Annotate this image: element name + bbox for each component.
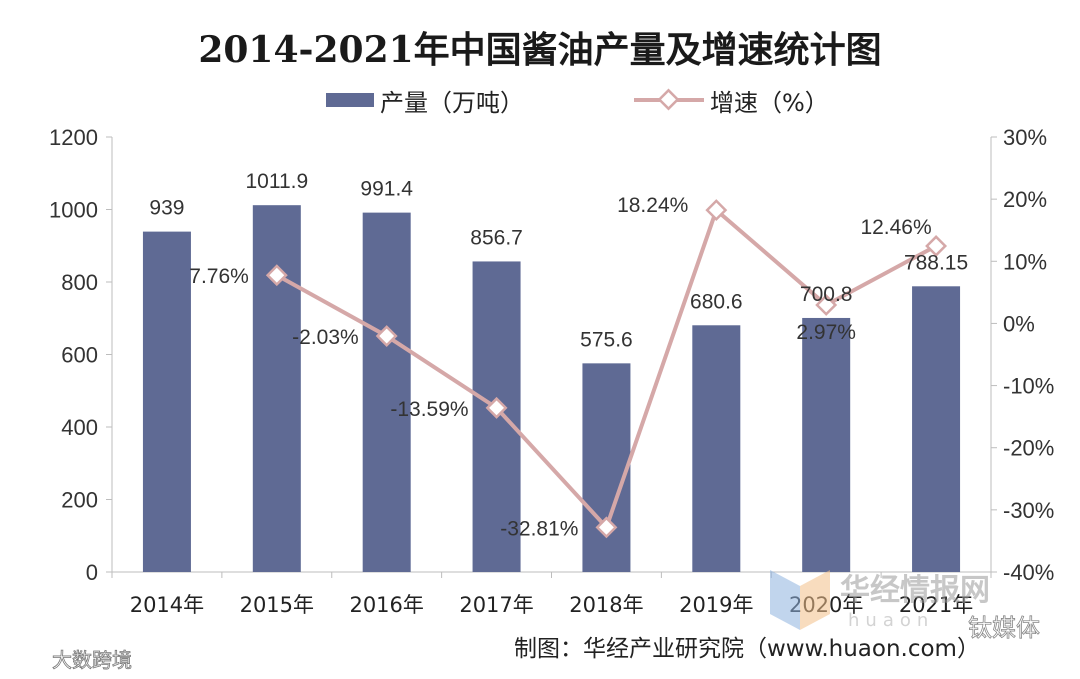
right-tick-label: -40% <box>1003 560 1054 585</box>
growth-marker <box>705 199 728 222</box>
right-tick-label: 0% <box>1003 311 1035 336</box>
x-tick-label: 2014年 <box>130 593 204 617</box>
huaon-watermark: 华经情报网 huaon <box>770 570 990 631</box>
bar <box>912 286 961 572</box>
growth-data-label: 12.46% <box>860 216 931 239</box>
right-tick-label: 30% <box>1003 125 1047 150</box>
bar <box>582 363 631 572</box>
media-logo-icon <box>937 613 963 639</box>
legend-label-production: 产量（万吨） <box>380 89 524 117</box>
bar <box>142 231 191 573</box>
growth-marker <box>485 396 508 419</box>
right-tick-label: -30% <box>1003 498 1054 523</box>
left-tick-label: 1000 <box>49 198 98 223</box>
axes <box>111 137 992 573</box>
right-tick-label: 10% <box>1003 249 1047 274</box>
legend-marker-swatch <box>657 88 680 111</box>
right-axis-ticks: -40% -30% -20% -10% 0% 10% 20% 30% <box>991 125 1054 585</box>
left-tick-label: 1200 <box>49 125 98 150</box>
growth-data-label: 7.76% <box>189 265 249 288</box>
huaon-watermark-url: huaon <box>848 610 934 631</box>
growth-data-label: 2.97% <box>796 321 856 344</box>
huaon-watermark-brand: 华经情报网 <box>840 573 990 608</box>
growth-marker <box>265 264 288 287</box>
bar <box>802 317 851 572</box>
x-tick-label: 2015年 <box>240 593 314 617</box>
legend: 产量（万吨） 增速（%） <box>326 88 829 117</box>
bar-data-label: 991.4 <box>360 178 413 201</box>
growth-marker <box>595 516 618 539</box>
source-note: 制图：华经产业研究院（www.huaon.com） <box>514 636 980 662</box>
x-tick-label: 2017年 <box>459 593 533 617</box>
bar-data-label: 856.7 <box>470 226 523 249</box>
x-tick-label: 2016年 <box>349 593 423 617</box>
bar-data-label: 939 <box>149 197 184 220</box>
bar-data-label: 1011.9 <box>245 170 308 193</box>
growth-data-label: -2.03% <box>292 326 359 349</box>
growth-marker <box>925 235 948 257</box>
left-tick-label: 0 <box>86 560 98 585</box>
x-tick-label: 2021年 <box>899 593 973 617</box>
legend-bar-swatch <box>326 93 374 107</box>
huaon-logo-icon <box>770 570 800 630</box>
growth-data-label: -13.59% <box>390 398 468 421</box>
left-tick-label: 800 <box>61 270 98 295</box>
growth-marker <box>375 325 398 348</box>
growth-data-label: 18.24% <box>617 194 688 217</box>
legend-label-growth: 增速（%） <box>710 89 829 117</box>
right-tick-label: -10% <box>1003 374 1054 399</box>
media-logo-icon-dot <box>946 622 954 630</box>
right-tick-label: 20% <box>1003 187 1047 212</box>
chart-title: 2014-2021年中国酱油产量及增速统计图 <box>198 29 881 71</box>
bar-data-label: 680.6 <box>690 290 743 313</box>
media-watermark: 钛媒体 <box>937 613 1040 642</box>
growth-data-labels: 7.76% -2.03% -13.59% -32.81% 18.24% 2.97% 12.4… <box>189 194 931 540</box>
x-tick-label: 2019年 <box>679 593 753 617</box>
left-axis-ticks: 0 200 400 600 800 1000 1200 <box>49 125 112 585</box>
left-tick-label: 200 <box>61 488 98 513</box>
bar-data-label: 700.8 <box>800 283 853 306</box>
corner-watermark: 大数跨境 <box>9 646 132 672</box>
growth-data-label: -32.81% <box>500 517 578 540</box>
bar <box>362 212 411 572</box>
left-tick-label: 600 <box>61 343 98 368</box>
left-tick-label: 400 <box>61 415 98 440</box>
media-watermark-text: 钛媒体 <box>968 614 1040 642</box>
bar-data-label: 575.6 <box>580 328 633 351</box>
growth-marker <box>815 294 838 316</box>
bar-data-label: 788.15 <box>904 251 968 274</box>
corner-watermark-text: 大数跨境 <box>52 648 132 672</box>
right-tick-label: -20% <box>1003 436 1054 461</box>
growth-line-series <box>265 199 948 539</box>
bar <box>692 325 741 572</box>
huaon-logo-icon-accent <box>800 570 830 630</box>
corner-logo-icon-2 <box>27 646 45 664</box>
x-tick-label: 2018年 <box>569 593 643 617</box>
bar-series <box>142 205 961 573</box>
bar <box>252 205 301 572</box>
bar-data-labels: 939 1011.9 991.4 856.7 575.6 680.6 700.8 788.15 <box>149 170 968 351</box>
corner-logo-icon <box>9 648 31 670</box>
